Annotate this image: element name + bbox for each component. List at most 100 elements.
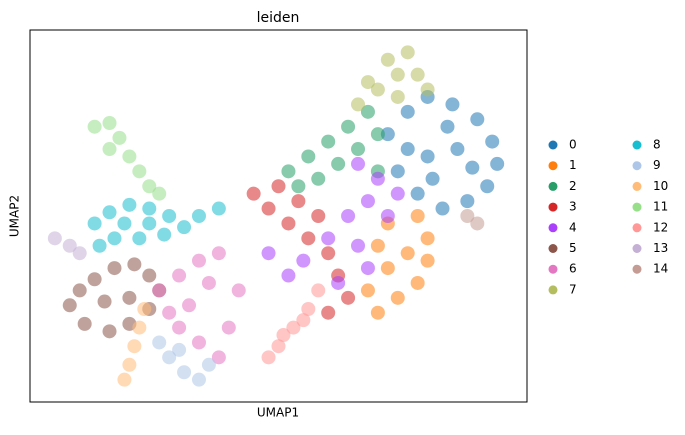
point (97, 294, 112, 309)
point (177, 365, 192, 380)
point (211, 350, 226, 365)
point (102, 324, 117, 339)
point (390, 164, 405, 179)
legend-label: 4 (569, 220, 577, 234)
point (420, 253, 435, 268)
point (380, 127, 395, 142)
point (157, 227, 172, 242)
point (331, 275, 346, 290)
point (380, 52, 395, 67)
plot-frame (29, 29, 528, 403)
point (420, 231, 435, 246)
point (370, 238, 385, 253)
point (261, 201, 276, 216)
point (420, 149, 435, 164)
legend-marker (548, 181, 558, 191)
legend-marker (632, 140, 642, 150)
point (281, 164, 296, 179)
point (271, 179, 286, 194)
point (211, 201, 226, 216)
point (102, 205, 117, 220)
point (321, 231, 336, 246)
legend-label: 13 (653, 241, 668, 255)
point (390, 89, 405, 104)
legend-marker (632, 264, 642, 274)
point (480, 179, 495, 194)
point (142, 216, 157, 231)
point (490, 156, 505, 171)
point (400, 246, 415, 261)
point (450, 142, 465, 157)
legend-marker (548, 285, 558, 295)
legend-label: 2 (569, 179, 577, 193)
point (445, 97, 460, 112)
point (410, 186, 425, 201)
point (87, 119, 102, 134)
point (351, 156, 366, 171)
point (370, 171, 385, 186)
point (132, 231, 147, 246)
point (221, 320, 236, 335)
point (201, 357, 216, 372)
point (172, 268, 187, 283)
legend-marker (632, 244, 642, 253)
point (172, 320, 187, 335)
point (162, 209, 177, 223)
point (301, 231, 316, 246)
point (400, 142, 415, 157)
point (331, 156, 346, 171)
point (321, 134, 336, 149)
point (72, 246, 87, 261)
point (301, 149, 316, 164)
point (360, 75, 375, 90)
point (296, 253, 311, 268)
legend-label: 14 (653, 262, 668, 276)
point (420, 82, 435, 97)
legend-label: 7 (569, 282, 577, 296)
point (177, 220, 192, 235)
legend-marker (548, 223, 558, 233)
point (291, 194, 306, 209)
point (370, 305, 385, 320)
point (321, 305, 336, 320)
point (191, 253, 206, 268)
legend-label: 0 (569, 138, 577, 152)
point (351, 142, 366, 157)
point (341, 290, 356, 305)
point (460, 194, 475, 209)
point (390, 290, 405, 305)
point (142, 268, 157, 283)
point (191, 372, 206, 387)
point (62, 298, 77, 313)
legend-marker (632, 161, 642, 171)
x-axis-label: UMAP1 (257, 406, 299, 420)
legend-marker (548, 161, 558, 171)
point (137, 302, 152, 316)
point (276, 328, 291, 343)
point (92, 238, 107, 253)
point (107, 231, 122, 246)
legend-label: 3 (569, 200, 577, 214)
point (117, 372, 132, 387)
point (351, 97, 366, 112)
legend-marker (632, 181, 642, 191)
point (360, 194, 375, 209)
point (380, 209, 395, 223)
point (231, 283, 246, 298)
point (370, 127, 385, 142)
point (390, 67, 405, 82)
point (311, 209, 326, 223)
point (117, 216, 132, 231)
point (435, 201, 450, 216)
point (410, 67, 425, 82)
chart-title: leiden (257, 10, 300, 26)
point (360, 261, 375, 276)
point (102, 142, 117, 157)
point (47, 231, 62, 246)
point (360, 104, 375, 119)
point (122, 290, 137, 305)
legend-marker (548, 140, 558, 150)
legend-label: 10 (653, 179, 668, 193)
point (152, 335, 167, 350)
point (112, 130, 127, 145)
